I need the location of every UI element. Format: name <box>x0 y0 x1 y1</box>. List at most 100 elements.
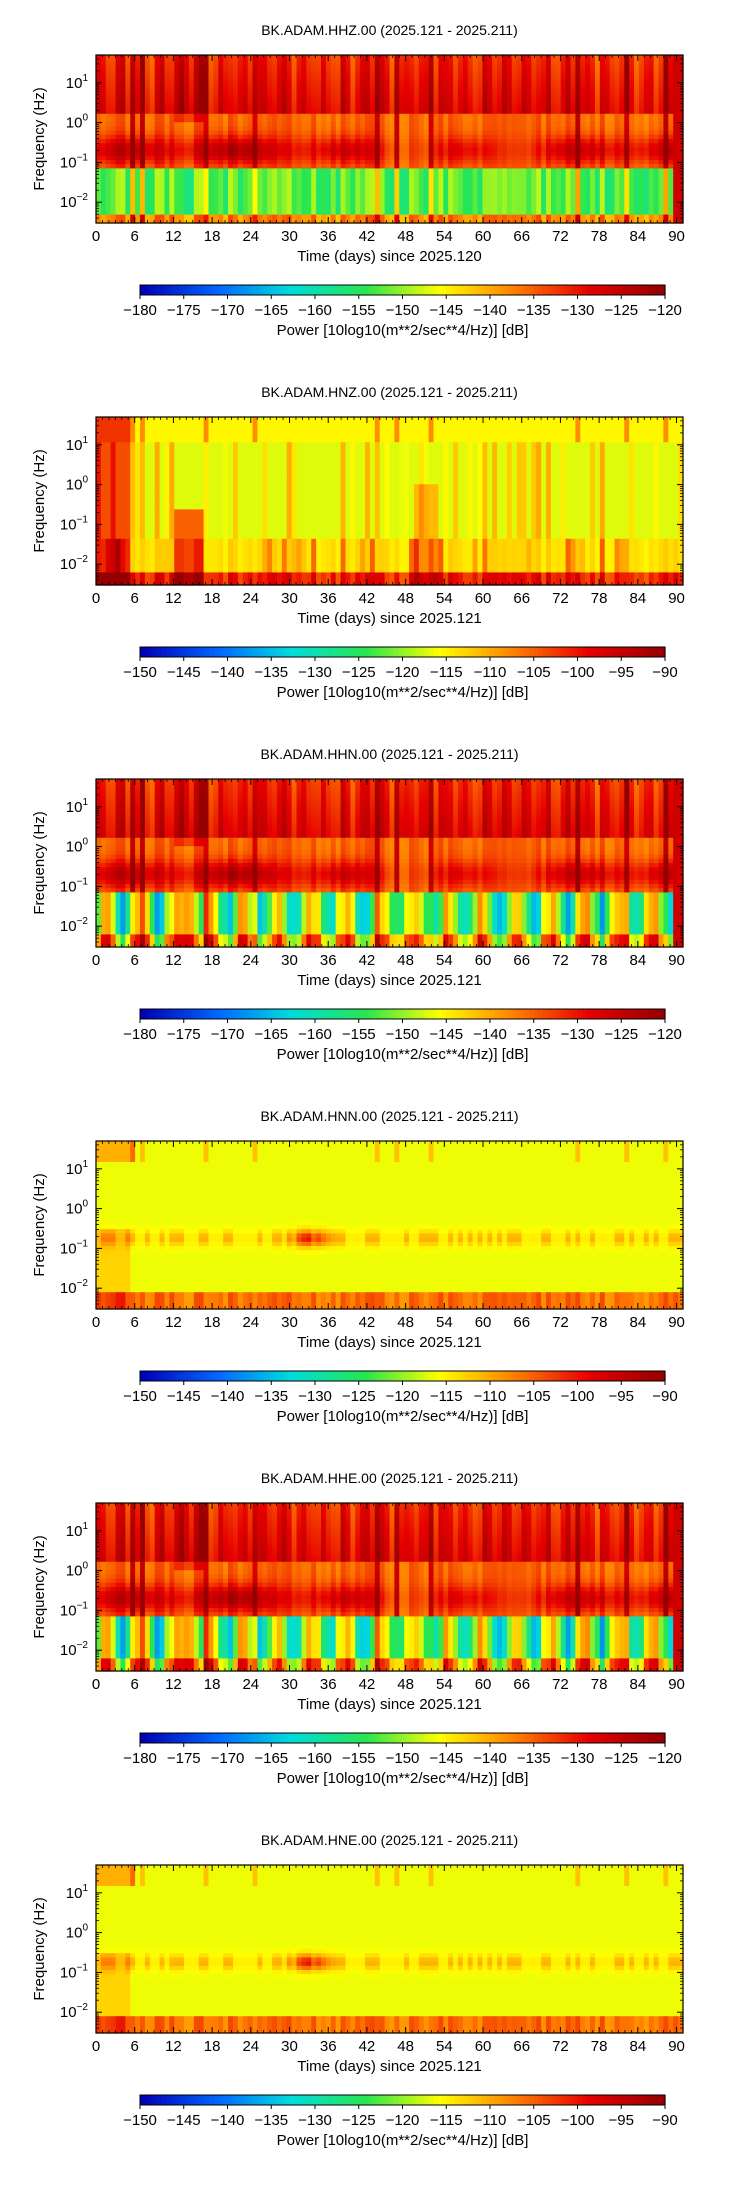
heatmap-cell <box>580 197 586 203</box>
heatmap-cell <box>550 151 557 157</box>
heatmap-cell <box>565 97 572 102</box>
heatmap-cell <box>590 143 596 148</box>
heatmap-cell <box>565 59 572 64</box>
heatmap-cell <box>609 160 616 165</box>
heatmap-cell <box>428 92 435 98</box>
heatmap-cell <box>629 151 635 157</box>
heatmap-cell <box>140 164 146 169</box>
heatmap-cell <box>575 202 581 207</box>
heatmap-cell <box>570 122 576 127</box>
heatmap-cell <box>340 92 347 98</box>
heatmap-cell <box>438 155 444 161</box>
heatmap-cell <box>159 113 166 119</box>
heatmap-cell <box>296 143 303 148</box>
heatmap-cell <box>316 122 322 127</box>
heatmap-cell <box>188 206 195 211</box>
heatmap-cell <box>252 126 259 132</box>
heatmap-cell <box>149 113 156 119</box>
heatmap-cell <box>404 155 410 161</box>
heatmap-cell <box>629 185 635 190</box>
heatmap-cell <box>193 143 200 148</box>
heatmap-cell <box>355 101 361 106</box>
heatmap-cell <box>267 101 273 106</box>
heatmap-cell <box>443 218 449 224</box>
heatmap-cell <box>379 160 386 165</box>
heatmap-cell <box>502 134 508 140</box>
heatmap-cell <box>614 197 621 203</box>
heatmap-cell <box>536 151 542 157</box>
heatmap-cell <box>599 84 606 90</box>
heatmap-cell <box>413 92 420 98</box>
heatmap-cell <box>560 126 567 132</box>
heatmap-cell <box>604 160 611 165</box>
heatmap-cell <box>135 80 141 85</box>
heatmap-cell <box>291 88 298 94</box>
heatmap-cell <box>643 71 650 77</box>
heatmap-cell <box>213 134 219 140</box>
heatmap-cell <box>448 105 454 111</box>
heatmap-cell <box>306 130 312 136</box>
heatmap-cell <box>399 67 405 73</box>
heatmap-cell <box>477 210 484 216</box>
heatmap-cell <box>296 181 303 186</box>
heatmap-cell <box>609 155 616 161</box>
heatmap-cell <box>242 134 249 140</box>
heatmap-cell <box>643 55 650 60</box>
heatmap-cell <box>135 59 141 64</box>
heatmap-cell <box>570 176 576 182</box>
heatmap-cell <box>291 67 298 73</box>
heatmap-cell <box>634 109 640 115</box>
heatmap-cell <box>580 210 586 216</box>
heatmap-cell <box>252 189 259 195</box>
heatmap-cell <box>428 185 435 190</box>
heatmap-cell <box>140 80 146 85</box>
heatmap-cell <box>169 206 175 211</box>
heatmap-cell <box>276 118 283 123</box>
heatmap-cell <box>462 172 469 178</box>
heatmap-cell <box>360 202 366 207</box>
heatmap-cell <box>428 176 435 182</box>
heatmap-cell <box>638 109 645 115</box>
heatmap-cell <box>301 210 307 216</box>
heatmap-cell <box>321 147 327 153</box>
heatmap-cell <box>594 160 601 165</box>
heatmap-cell <box>105 197 112 203</box>
heatmap-cell <box>281 164 288 169</box>
heatmap-cell <box>159 88 166 94</box>
heatmap-cell <box>580 63 586 69</box>
heatmap-cell <box>355 218 361 224</box>
heatmap-cell <box>330 113 337 119</box>
heatmap-cell <box>418 97 425 102</box>
heatmap-cell <box>213 88 219 94</box>
heatmap-cell <box>536 55 542 60</box>
heatmap-cell <box>526 160 532 165</box>
heatmap-cell <box>130 76 136 81</box>
heatmap-cell <box>369 181 376 186</box>
heatmap-cell <box>389 168 395 174</box>
heatmap-cell <box>164 202 170 207</box>
heatmap-cell <box>560 172 567 178</box>
heatmap-cell <box>585 185 591 190</box>
heatmap-cell <box>125 206 131 211</box>
heatmap-cell <box>296 210 303 216</box>
heatmap-cell <box>100 59 107 64</box>
heatmap-cell <box>404 218 410 224</box>
heatmap-cell <box>105 59 112 64</box>
heatmap-cell <box>340 206 347 211</box>
heatmap-cell <box>149 189 156 195</box>
heatmap-cell <box>580 185 586 190</box>
heatmap-cell <box>609 206 616 211</box>
heatmap-cell <box>316 55 322 60</box>
heatmap-cell <box>154 155 161 161</box>
heatmap-cell <box>619 118 625 123</box>
heatmap-cell <box>438 67 444 73</box>
heatmap-cell <box>218 147 224 153</box>
heatmap-cell <box>502 193 508 199</box>
heatmap-cell <box>521 172 528 178</box>
heatmap-cell <box>228 139 234 144</box>
heatmap-cell <box>369 134 376 140</box>
heatmap-cell <box>643 126 650 132</box>
heatmap-cell <box>311 126 317 132</box>
heatmap-cell <box>296 113 303 119</box>
heatmap-cell <box>482 59 488 64</box>
